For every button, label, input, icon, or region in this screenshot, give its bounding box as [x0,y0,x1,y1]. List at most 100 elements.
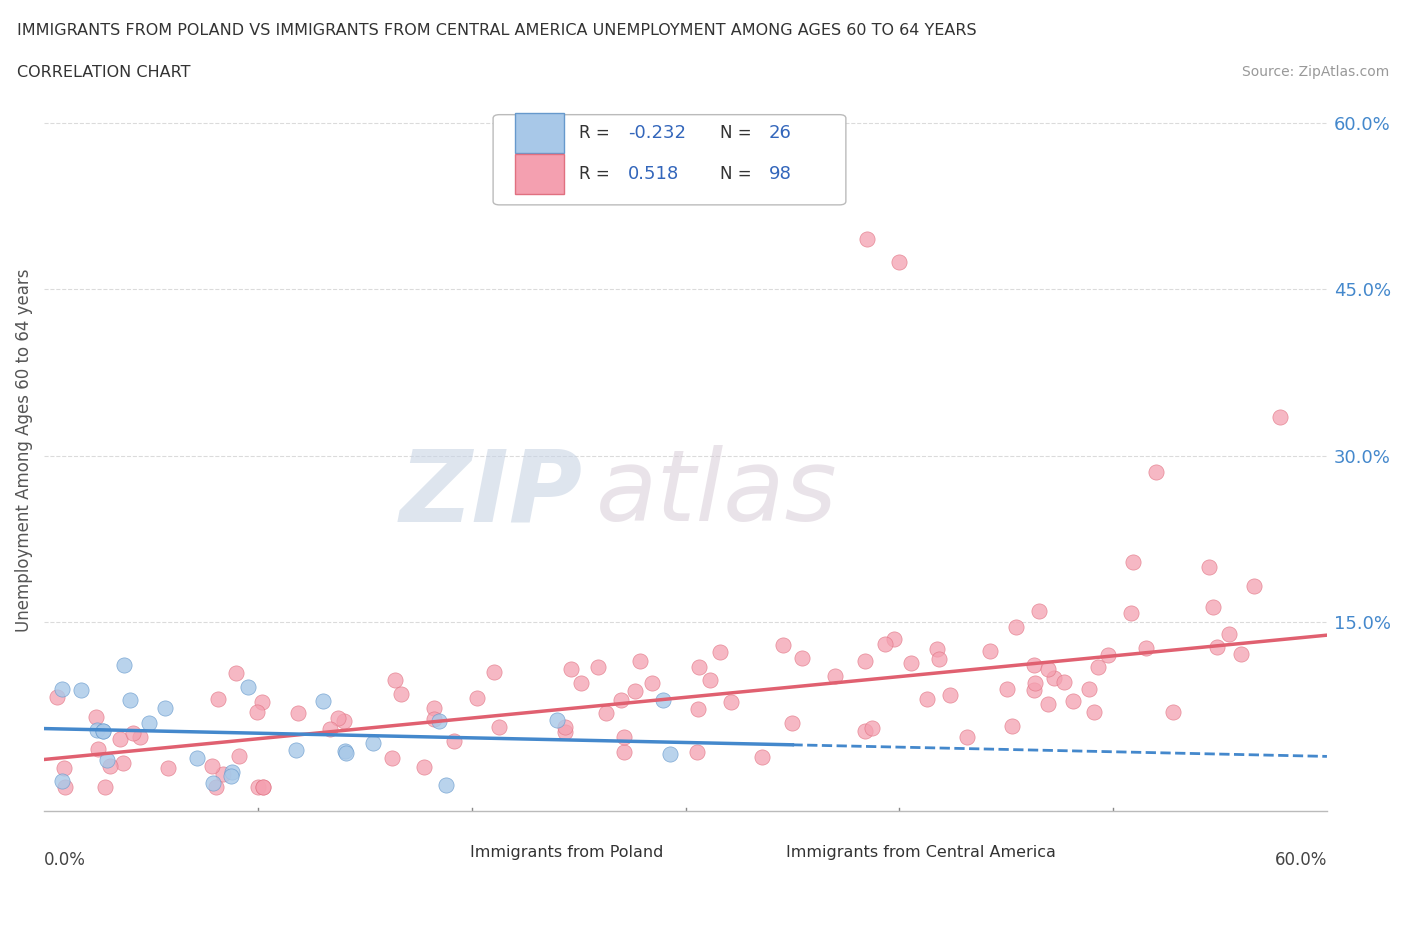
Point [287,706,309,721]
Point [652,693,675,708]
Point [205,779,228,794]
Point [207,692,229,707]
Point [780,715,803,730]
Point [1022,658,1045,672]
Point [1198,560,1220,575]
Point [1122,554,1144,569]
Point [569,675,592,690]
Point [1062,693,1084,708]
Text: 60.0%: 60.0% [1275,851,1327,869]
Point [772,637,794,652]
Point [389,687,412,702]
Point [247,779,270,794]
Point [112,658,135,672]
Point [118,693,141,708]
Point [1135,641,1157,656]
Point [465,690,488,705]
Point [1053,674,1076,689]
Point [1078,682,1101,697]
Point [709,644,731,659]
Point [52,761,75,776]
Point [361,736,384,751]
Point [112,755,135,770]
Text: -0.232: -0.232 [628,124,686,141]
Point [246,704,269,719]
Point [688,659,710,674]
Point [658,747,681,762]
Text: IMMIGRANTS FROM POLAND VS IMMIGRANTS FROM CENTRAL AMERICA UNEMPLOYMENT AMONG AGE: IMMIGRANTS FROM POLAND VS IMMIGRANTS FRO… [17,23,977,38]
Point [384,672,406,687]
Point [236,679,259,694]
Point [1161,705,1184,720]
Point [856,232,879,246]
Text: ZIP: ZIP [399,445,583,542]
Text: atlas: atlas [596,445,838,542]
Point [252,779,274,794]
Point [554,720,576,735]
Point [335,743,357,758]
Text: CORRELATION CHART: CORRELATION CHART [17,65,190,80]
Point [443,733,465,748]
Point [889,254,911,269]
Point [699,672,721,687]
Point [853,724,876,738]
Point [423,711,446,726]
Point [1036,662,1059,677]
Point [641,675,664,690]
Point [201,759,224,774]
Point [790,651,813,666]
Text: R =: R = [579,124,610,141]
Point [108,732,131,747]
Point [915,691,938,706]
Point [45,690,67,705]
Point [212,766,235,781]
Point [333,714,356,729]
Point [1268,409,1291,424]
Point [250,695,273,710]
Point [91,724,114,738]
Point [939,687,962,702]
Point [423,700,446,715]
Point [586,659,609,674]
Point [427,714,450,729]
Text: N =: N = [720,124,752,141]
Y-axis label: Unemployment Among Ages 60 to 64 years: Unemployment Among Ages 60 to 64 years [15,269,32,632]
Point [997,681,1019,696]
Point [624,684,647,698]
Point [319,722,342,737]
Point [560,662,582,677]
Point [221,764,243,779]
Point [53,779,76,794]
Point [91,724,114,738]
Text: 0.0%: 0.0% [44,851,86,869]
Point [1097,647,1119,662]
Point [928,651,950,666]
Point [883,631,905,646]
Text: Immigrants from Central America: Immigrants from Central America [786,845,1056,860]
Point [1083,705,1105,720]
Point [1121,605,1143,620]
Point [860,721,883,736]
Point [1024,675,1046,690]
Bar [429,844,461,861]
Point [86,723,108,737]
FancyBboxPatch shape [494,114,846,205]
Point [720,695,742,710]
Point [686,701,709,716]
Point [138,716,160,731]
Point [225,665,247,680]
Point [1043,671,1066,685]
Text: 0.518: 0.518 [628,166,679,183]
Point [613,745,636,760]
Point [853,654,876,669]
Point [1028,604,1050,618]
Point [925,642,948,657]
Point [595,706,617,721]
Text: Source: ZipAtlas.com: Source: ZipAtlas.com [1241,65,1389,79]
Point [436,777,458,792]
Point [686,744,709,759]
Point [219,769,242,784]
Point [482,665,505,680]
Point [122,726,145,741]
Point [228,749,250,764]
